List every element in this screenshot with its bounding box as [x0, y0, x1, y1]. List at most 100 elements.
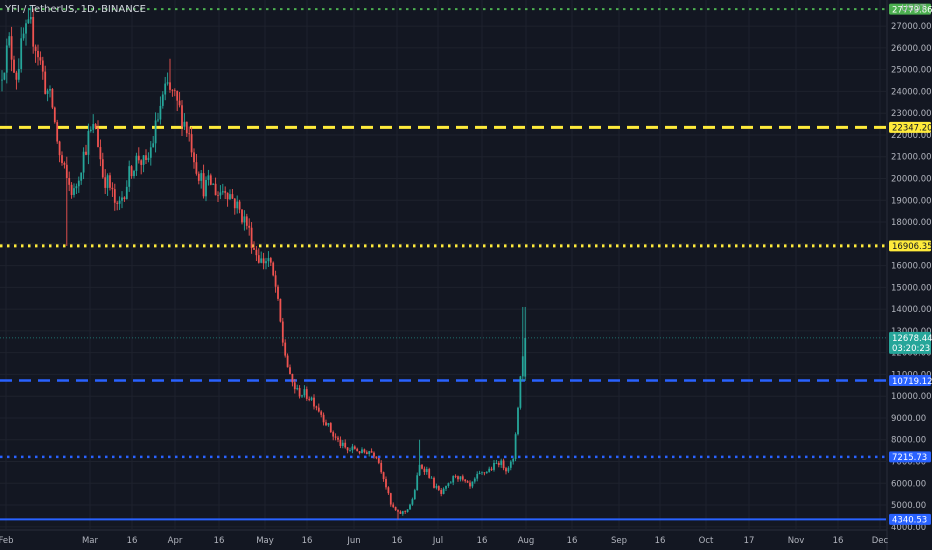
horizontal-levels: [0, 8, 886, 521]
candle-body: [346, 447, 349, 451]
candle-body: [149, 147, 152, 158]
candle-body: [27, 19, 30, 24]
candle-body: [411, 499, 414, 505]
candle-body: [401, 511, 404, 514]
candle-body: [176, 90, 179, 101]
candle-body: [445, 485, 447, 489]
candle-body: [188, 133, 191, 135]
candle-body: [308, 398, 311, 400]
x-tick-label: 16: [833, 536, 844, 546]
y-tick-label: 24000.00: [891, 87, 932, 97]
candle-body: [466, 481, 469, 483]
candle-body: [214, 183, 217, 196]
candle-body: [452, 476, 455, 483]
level-label: 16906.35: [892, 242, 932, 252]
x-tick-label: Sep: [611, 536, 627, 546]
candle-body: [152, 143, 155, 148]
candle-body: [476, 473, 479, 479]
candle-body: [361, 449, 363, 454]
candle-body: [521, 356, 524, 377]
y-tick-label: 18000.00: [891, 218, 932, 228]
candle-body: [517, 407, 519, 435]
candle-body: [245, 216, 248, 226]
chart-title: YFI / TetherUS, 1D, BINANCE: [5, 4, 146, 15]
candle-body: [13, 59, 15, 73]
candle-body: [29, 17, 32, 20]
candle-body: [490, 468, 493, 470]
candle-body: [428, 469, 431, 478]
time-axis[interactable]: Feb Mar 16 Apr 16 May 16 Jun 16 Jul 16 Aug 16 Sep 16 Oc…: [0, 536, 889, 546]
candle-body: [507, 467, 510, 472]
candle-body: [382, 472, 385, 480]
candle-body: [73, 188, 75, 195]
candle-body: [397, 510, 399, 512]
candle-body: [77, 180, 80, 187]
candle-body: [418, 464, 421, 476]
candle-body: [1, 79, 3, 81]
candle-body: [305, 389, 308, 399]
candle-body: [116, 202, 119, 204]
candle-body: [327, 423, 330, 426]
x-tick-label: May: [256, 536, 274, 546]
candle-body: [339, 439, 342, 446]
countdown-label: 03:20:23: [892, 344, 930, 354]
y-tick-label: 5000.00: [891, 501, 926, 511]
candle-body: [296, 388, 299, 390]
candle-body: [209, 175, 212, 185]
candle-body: [409, 504, 411, 510]
candle-body: [49, 89, 51, 91]
candle-body: [161, 94, 164, 106]
candle-body: [365, 452, 368, 454]
candle-body: [358, 451, 361, 454]
candle-body: [344, 442, 347, 448]
candle-body: [5, 45, 8, 73]
candle-body: [363, 449, 366, 453]
candle-body: [125, 186, 128, 200]
candle-body: [509, 461, 512, 468]
y-tick-label: 13000.00: [891, 327, 932, 337]
candle-body: [406, 509, 409, 512]
candle-body: [56, 122, 59, 142]
candle-body: [320, 411, 323, 415]
candle-body: [39, 57, 42, 61]
x-tick-label: Aug: [518, 536, 535, 546]
candle-body: [63, 163, 66, 165]
candle-body: [425, 469, 428, 473]
candle-body: [471, 481, 474, 487]
candle-body: [58, 141, 61, 156]
x-tick-label: 16: [127, 536, 138, 546]
candle-body: [53, 107, 56, 123]
candle-body: [34, 46, 37, 51]
candle-body: [262, 258, 265, 264]
candle-body: [224, 191, 227, 193]
candle-body: [25, 23, 27, 34]
candle-body: [154, 120, 157, 144]
y-tick-label: 15000.00: [891, 283, 932, 293]
candle-body: [281, 321, 284, 343]
candle-body: [229, 194, 231, 200]
candle-body: [190, 134, 193, 153]
candle-body: [255, 249, 258, 256]
candle-body: [351, 446, 354, 451]
candle-body: [185, 121, 188, 134]
candle-body: [195, 162, 198, 174]
y-tick-label: 9000.00: [891, 414, 926, 424]
candle-body: [37, 50, 39, 58]
x-tick-label: 16: [214, 536, 225, 546]
candle-body: [349, 450, 351, 451]
candle-body: [478, 472, 481, 474]
candle-body: [497, 462, 500, 465]
candle-body: [75, 186, 78, 189]
candle-body: [121, 197, 123, 201]
candle-body: [377, 458, 380, 463]
candle-body: [166, 82, 169, 84]
candle-body: [145, 155, 147, 160]
candle-body: [265, 261, 267, 264]
candle-body: [449, 482, 452, 484]
candle-body: [416, 475, 419, 491]
candle-body: [212, 183, 215, 185]
candle-body: [279, 298, 282, 322]
candle-body: [442, 488, 445, 494]
